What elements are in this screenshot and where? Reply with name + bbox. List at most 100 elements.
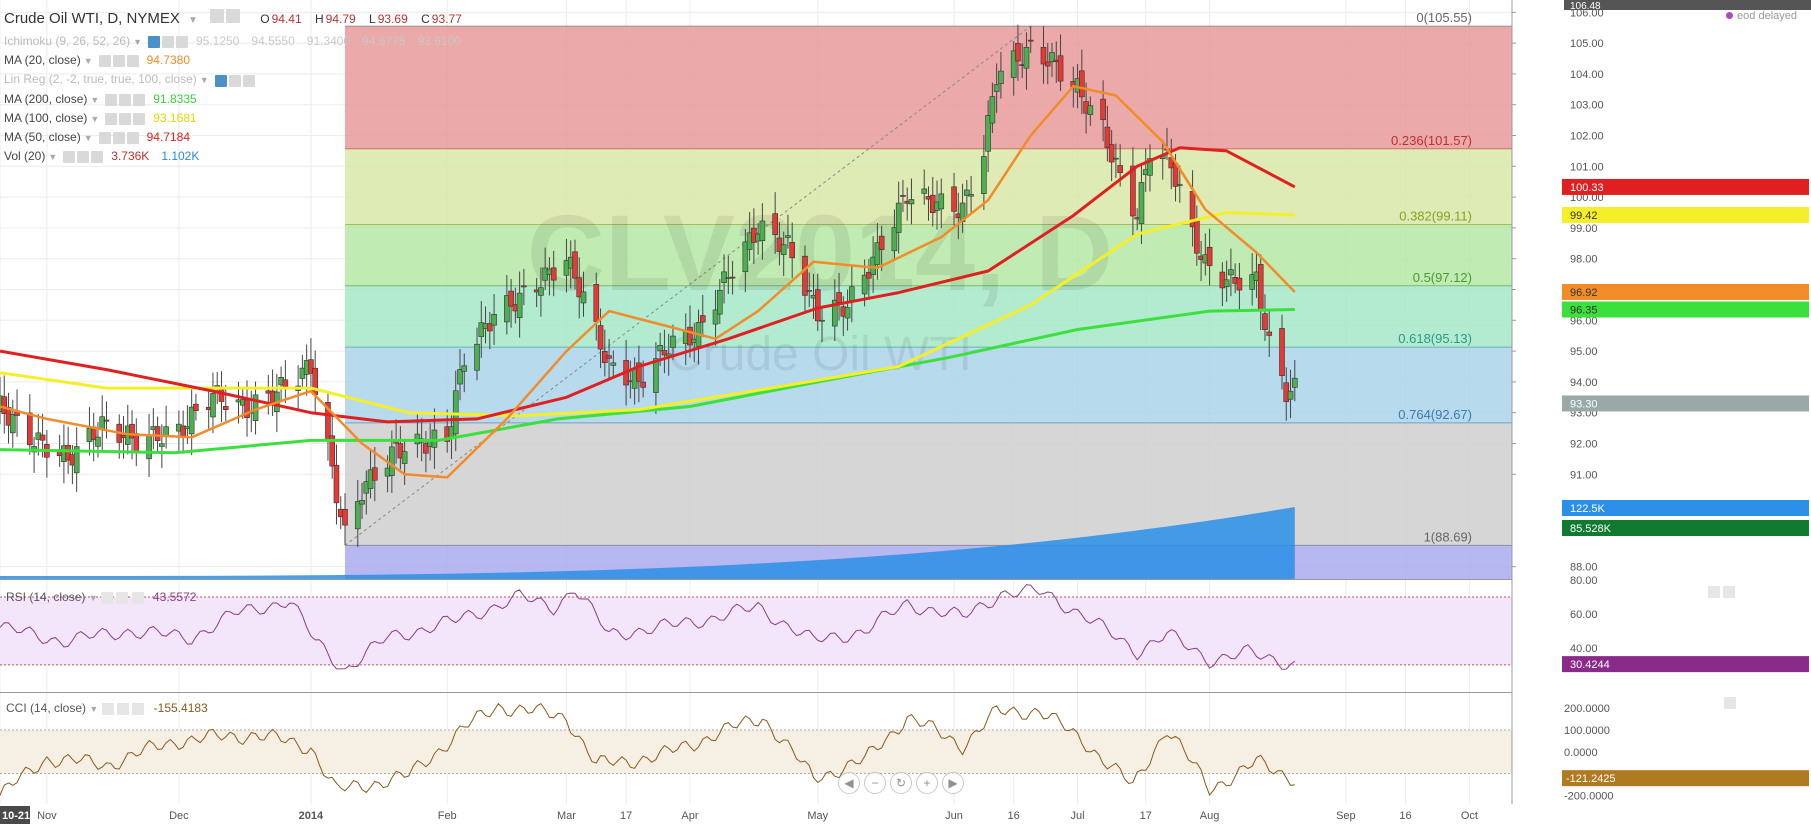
hide-icon[interactable] — [98, 132, 111, 145]
eod-delayed-badge: eod delayed — [1726, 10, 1797, 22]
settings-icon[interactable] — [77, 151, 90, 164]
time-tick-label: 16 — [1399, 810, 1411, 822]
pane-down-icon[interactable] — [1723, 586, 1735, 598]
reset-icon[interactable]: ↻ — [890, 772, 912, 794]
candle-body — [802, 255, 808, 296]
candle-body — [1147, 158, 1153, 176]
indicator-legend-row[interactable]: MA (20, close) ▼ 94.7380 — [4, 51, 473, 70]
time-tick-label: Mar — [557, 810, 576, 822]
close-icon[interactable] — [133, 93, 146, 106]
candle-body — [981, 156, 987, 195]
symbol-title[interactable]: Crude Oil WTI, D, NYMEX — [4, 10, 180, 27]
cci-line — [0, 702, 1295, 796]
candle-body — [1266, 331, 1273, 336]
candle-body — [431, 429, 438, 448]
price-tick-label: 106.00 — [1570, 7, 1604, 19]
price-tick-label: 95.00 — [1570, 346, 1598, 358]
fib-level-label: 0(105.55) — [1416, 10, 1472, 25]
settings-icon[interactable] — [226, 9, 241, 24]
candle-body — [1044, 61, 1051, 67]
close-icon[interactable] — [242, 74, 255, 87]
settings-icon[interactable] — [162, 36, 174, 49]
chevron-down-icon[interactable]: ▼ — [199, 75, 209, 86]
candle-body — [938, 193, 945, 210]
candle-body — [657, 345, 663, 352]
chevron-down-icon[interactable]: ▼ — [133, 37, 142, 47]
indicator-legend-list: Ichimoku (9, 26, 52, 26) ▼ 95.1250 94.5550 9… — [4, 32, 473, 166]
chevron-down-icon[interactable]: ▼ — [90, 113, 100, 124]
indicator-name: MA (50, close) — [4, 129, 81, 144]
fib-zone — [344, 224, 1512, 286]
ma200-line — [0, 308, 1295, 455]
indicator-legend-row[interactable]: Lin Reg (2, -2, true, true, 100, close) ▼ — [4, 70, 473, 89]
candle-body — [1049, 52, 1055, 63]
candle-body — [772, 213, 778, 236]
settings-icon[interactable] — [119, 93, 132, 106]
rsi-dropdown-icon[interactable]: ▼ — [88, 593, 98, 603]
indicator-value: 91.8335 — [153, 91, 197, 106]
hide-icon[interactable] — [105, 93, 118, 106]
candle-body — [401, 451, 408, 464]
indicator-legend-row[interactable]: MA (100, close) ▼ 93.1681 — [4, 109, 473, 128]
hide-icon[interactable] — [98, 55, 111, 68]
indicator-value: 94.7184 — [146, 129, 191, 144]
candle-body — [282, 379, 289, 388]
chevron-down-icon[interactable]: ▼ — [48, 152, 58, 163]
scroll-right-icon[interactable]: ▶ — [942, 772, 964, 794]
price-tick-label: 98.00 — [1570, 254, 1598, 266]
zoom-out-icon[interactable]: − — [864, 772, 886, 794]
cci-hide-icon[interactable] — [101, 702, 114, 715]
candle-body — [550, 267, 557, 281]
indicator-legend-row[interactable]: MA (200, close) ▼ 91.8335 — [4, 90, 473, 109]
rsi-settings-icon[interactable] — [116, 591, 129, 604]
ohlc-values: O 94.41 H 94.79 L 93.69 C 93.77 — [258, 12, 470, 26]
pane-up-icon[interactable] — [1708, 586, 1720, 598]
candle-body — [951, 186, 957, 212]
chevron-down-icon[interactable]: ▼ — [83, 56, 93, 67]
candle-body — [1249, 274, 1255, 290]
cci-dropdown-icon[interactable]: ▼ — [89, 704, 99, 714]
hide-icon[interactable] — [214, 74, 227, 87]
settings-icon[interactable] — [228, 74, 241, 87]
close-icon[interactable] — [133, 112, 146, 125]
indicator-buttons — [148, 32, 190, 51]
indicator-legend-row[interactable]: MA (50, close) ▼ 94.7184 — [4, 128, 473, 147]
candle-body — [133, 433, 140, 452]
candle-body — [359, 500, 365, 505]
chevron-down-icon[interactable]: ▼ — [83, 132, 93, 143]
hide-icon[interactable] — [63, 151, 76, 164]
indicator-value: 95.1250 — [196, 34, 240, 48]
hide-icon[interactable] — [210, 9, 225, 24]
symbol-dropdown-icon[interactable]: ▼ — [188, 15, 198, 26]
zoom-in-icon[interactable]: + — [916, 772, 938, 794]
indicator-legend-row[interactable]: Vol (20) ▼ 3.736K 1.102K — [4, 147, 473, 166]
close-icon[interactable] — [126, 55, 139, 68]
cci-legend[interactable]: CCI (14, close) ▼ -155.4183 — [6, 701, 208, 715]
rsi-close-icon[interactable] — [131, 591, 144, 604]
settings-icon[interactable] — [119, 112, 132, 125]
candle-body — [129, 423, 135, 439]
close-icon[interactable] — [176, 36, 188, 49]
price-tick-label: 94.00 — [1570, 377, 1598, 389]
candle-body — [874, 242, 881, 265]
chevron-down-icon[interactable]: ▼ — [90, 94, 100, 105]
indicator-buttons — [63, 147, 105, 166]
time-tick-label: Feb — [438, 810, 457, 822]
close-icon[interactable] — [91, 151, 104, 164]
rsi-legend[interactable]: RSI (14, close) ▼ 43.5572 — [6, 590, 196, 604]
rsi-hide-icon[interactable] — [100, 591, 113, 604]
hide-icon[interactable] — [148, 36, 160, 49]
indicator-legend-row[interactable]: Ichimoku (9, 26, 52, 26) ▼ 95.1250 94.5550 9… — [4, 32, 473, 51]
cci-settings-icon[interactable] — [116, 702, 129, 715]
settings-icon[interactable] — [112, 55, 125, 68]
settings-icon[interactable] — [112, 132, 125, 145]
pane-up-icon[interactable] — [1724, 697, 1736, 709]
candle-body — [844, 307, 851, 319]
scroll-left-icon[interactable]: ◀ — [838, 772, 860, 794]
close-icon[interactable] — [126, 132, 139, 145]
hide-icon[interactable] — [105, 112, 118, 125]
candle-body — [687, 326, 693, 346]
cci-close-icon[interactable] — [132, 702, 145, 715]
